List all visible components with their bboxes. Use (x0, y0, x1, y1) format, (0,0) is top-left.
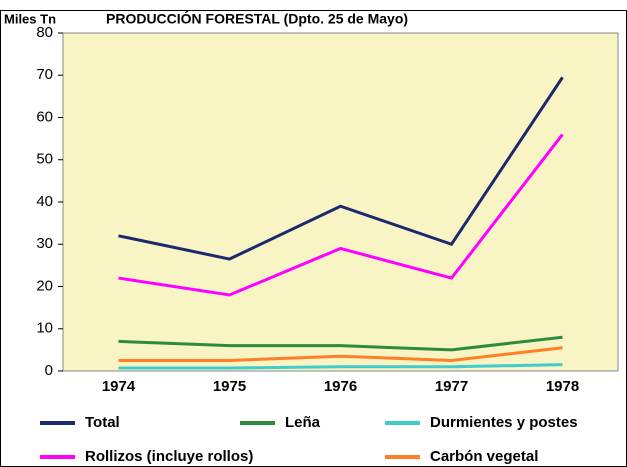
x-tick-label: 1974 (102, 378, 136, 395)
series-line (118, 335, 563, 352)
x-tick-label: 1978 (546, 378, 579, 395)
y-axis-label: Miles Tn (4, 11, 56, 26)
y-tick-label: 0 (45, 362, 53, 379)
series-line (118, 346, 563, 362)
y-tick-label: 20 (36, 277, 53, 294)
y-tick-label: 10 (36, 320, 53, 337)
y-tick-label: 60 (36, 108, 53, 125)
y-tick-label: 40 (36, 193, 53, 210)
x-tick-label: 1977 (435, 378, 468, 395)
legend-label: Durmientes y postes (430, 414, 578, 431)
series-line (118, 133, 564, 297)
chart-title: PRODUCCIÓN FORESTAL (Dpto. 25 de Mayo) (106, 10, 408, 27)
legend-label: Rollizos (incluye rollos) (85, 448, 253, 465)
series-line (118, 363, 563, 370)
legend-label: Carbón vegetal (430, 448, 538, 465)
series-line (118, 76, 564, 261)
x-tick-label: 1976 (324, 378, 357, 395)
y-tick-label: 30 (36, 235, 53, 252)
legend-label: Total (85, 414, 120, 431)
y-tick-label: 50 (36, 151, 53, 168)
legend-label: Leña (285, 414, 321, 431)
plot-area (62, 32, 619, 372)
y-tick-label: 70 (36, 66, 53, 83)
y-tick-label: 80 (36, 24, 53, 41)
x-tick-label: 1975 (213, 378, 246, 395)
